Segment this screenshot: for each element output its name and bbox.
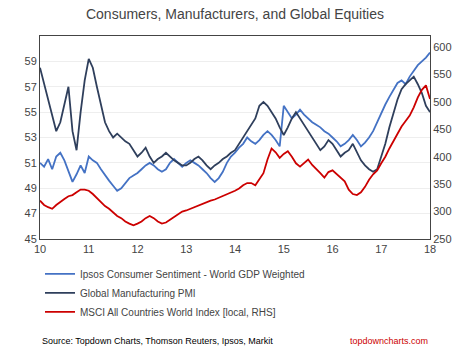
svg-text:250: 250 xyxy=(433,233,451,245)
svg-text:18: 18 xyxy=(424,243,436,255)
svg-text:300: 300 xyxy=(433,205,451,217)
svg-text:450: 450 xyxy=(433,123,451,135)
svg-text:Global Manufacturing PMI: Global Manufacturing PMI xyxy=(80,288,196,299)
svg-text:11: 11 xyxy=(83,243,94,255)
svg-text:17: 17 xyxy=(375,243,387,255)
svg-text:Ipsos Consumer Sentiment - Wor: Ipsos Consumer Sentiment - World GDP Wei… xyxy=(80,269,305,280)
svg-text:55: 55 xyxy=(25,106,37,118)
svg-text:13: 13 xyxy=(180,243,192,255)
svg-text:550: 550 xyxy=(433,68,451,80)
svg-text:500: 500 xyxy=(433,96,451,108)
svg-text:topdowncharts.com: topdowncharts.com xyxy=(350,336,428,346)
svg-text:53: 53 xyxy=(25,131,37,143)
svg-text:57: 57 xyxy=(25,81,37,93)
svg-text:Source: Topdown Charts, Thomso: Source: Topdown Charts, Thomson Reuters,… xyxy=(42,336,273,346)
svg-text:51: 51 xyxy=(25,157,37,169)
svg-text:400: 400 xyxy=(433,151,451,163)
svg-text:12: 12 xyxy=(131,243,143,255)
svg-text:15: 15 xyxy=(278,243,290,255)
svg-text:600: 600 xyxy=(433,41,451,53)
svg-text:Consumers, Manufacturers, and: Consumers, Manufacturers, and Global Equ… xyxy=(86,6,384,22)
svg-text:49: 49 xyxy=(25,182,37,194)
svg-text:59: 59 xyxy=(25,55,37,67)
svg-text:10: 10 xyxy=(34,243,46,255)
svg-text:16: 16 xyxy=(326,243,338,255)
svg-text:14: 14 xyxy=(229,243,241,255)
svg-text:350: 350 xyxy=(433,178,451,190)
svg-text:47: 47 xyxy=(25,207,37,219)
svg-text:MSCI All Countries World Index: MSCI All Countries World Index [local, R… xyxy=(80,307,276,318)
svg-text:45: 45 xyxy=(25,233,37,245)
